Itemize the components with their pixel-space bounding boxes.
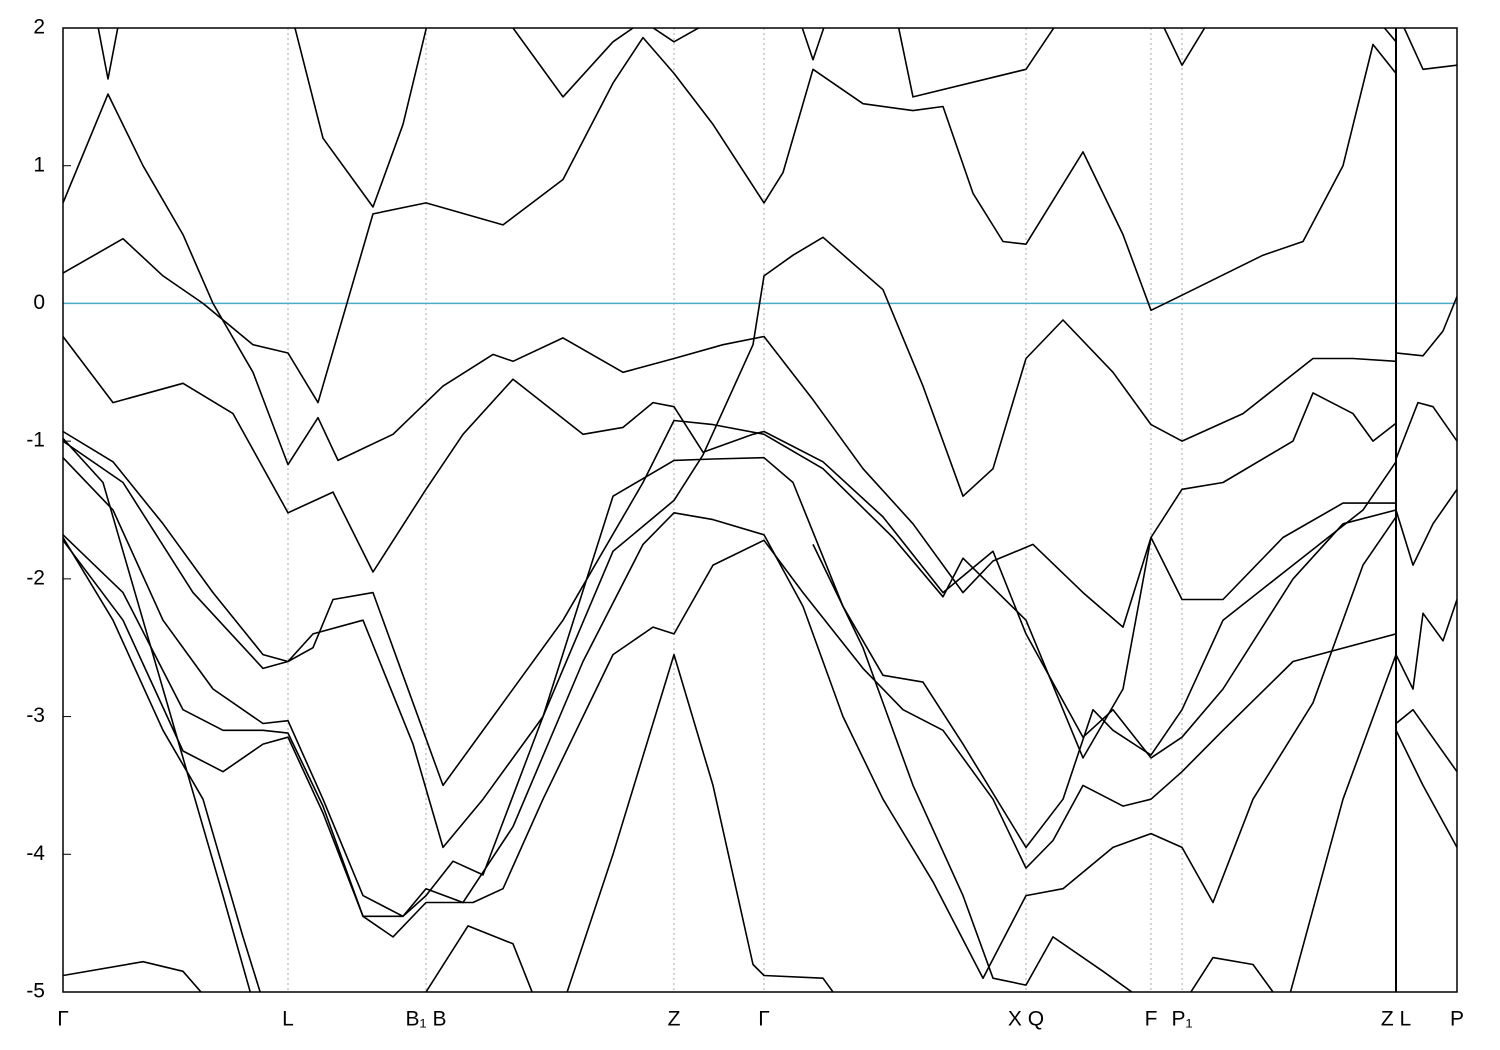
x-tick-label: Z L: [1381, 1008, 1411, 1031]
y-tick-label: -4: [26, 842, 45, 865]
band: [63, 437, 252, 992]
y-tick-label: -1: [26, 429, 45, 452]
x-tick-label: B₁ B: [406, 1008, 447, 1031]
x-tick-label: X Q: [1008, 1008, 1044, 1031]
band: [63, 93, 1396, 628]
band: [812, 544, 1134, 992]
band: [425, 925, 533, 992]
x-tick-label: Γ: [57, 1008, 69, 1031]
band: [63, 392, 1397, 787]
band: [63, 534, 1397, 938]
plot-frame: [62, 27, 1458, 993]
band: [63, 36, 1397, 404]
y-tick-label: 1: [33, 153, 45, 176]
band: [63, 336, 1397, 759]
band: [1395, 488, 1457, 566]
band: [63, 456, 1397, 918]
tick-labels: -5 -4 -3 -2 -1 0 1 2 Γ L B₁ B Z Γ X Q F P₁ Z L P: [26, 16, 1464, 1031]
band: [294, 28, 428, 208]
y-tick-label: 2: [33, 16, 45, 39]
band: [63, 511, 1397, 979]
x-tick-label: L: [282, 1008, 294, 1031]
y-tick-label: -3: [26, 704, 45, 727]
band: [897, 28, 1055, 98]
band: [1289, 654, 1397, 992]
band: [1163, 28, 1206, 66]
band: [801, 28, 825, 61]
x-tick-label: P: [1450, 1008, 1464, 1031]
band: [1383, 28, 1397, 43]
band: [1395, 708, 1457, 773]
band: [97, 28, 119, 80]
band: [1395, 401, 1457, 460]
x-tick-label: F: [1145, 1008, 1158, 1031]
bands: [63, 28, 1457, 992]
band: [512, 28, 701, 98]
x-tick-label: P₁: [1171, 1008, 1192, 1031]
y-tick-label: 0: [33, 291, 45, 314]
band: [63, 960, 203, 992]
x-tick-label: Γ: [758, 1008, 770, 1031]
band: [63, 236, 1397, 849]
grid: [62, 27, 1458, 993]
band: [1189, 956, 1274, 992]
band: [1395, 296, 1457, 357]
band: [63, 537, 261, 992]
band: [1395, 599, 1457, 690]
band: [566, 653, 835, 992]
y-tick-label: -2: [26, 566, 45, 589]
x-tick-label: Z: [668, 1008, 681, 1031]
band: [1395, 729, 1457, 848]
y-tick-label: -5: [26, 980, 45, 1003]
band: [1403, 28, 1457, 71]
